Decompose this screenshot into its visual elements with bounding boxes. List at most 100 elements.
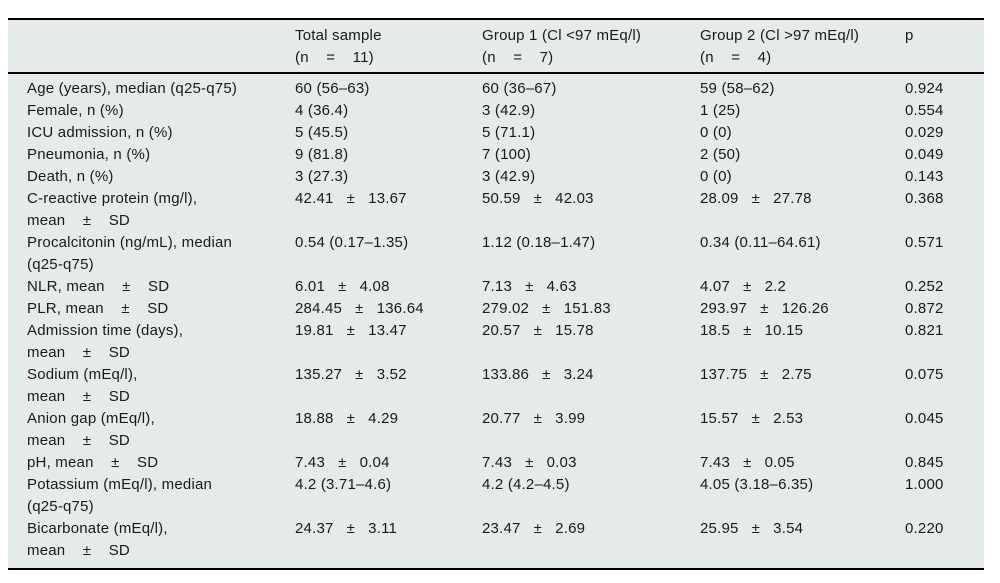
table-row: NLR, mean ± SD 6.01 ± 4.08 7.13 ± 4.63 4… — [8, 276, 984, 298]
row-label-cell: Age (years), median (q25-q75) — [27, 80, 238, 97]
p-value-cell: 0.049 — [905, 146, 944, 163]
total-sample-cell: 4 (36.4) — [295, 102, 349, 119]
p-value-cell: 0.045 — [905, 410, 944, 427]
table-row: PLR, mean ± SD 284.45 ± 136.64 279.02 ± … — [8, 298, 984, 320]
p-value-cell: 0.075 — [905, 366, 944, 383]
group2-cell: 4.07 ± 2.2 — [700, 278, 787, 295]
row-label-cell: Potassium (mEq/l), median (q25-q75) — [27, 476, 213, 515]
total-sample-cell: 7.43 ± 0.04 — [295, 454, 390, 471]
row-label-cell: ICU admission, n (%) — [27, 124, 173, 141]
row-label-cell: Pneumonia, n (%) — [27, 146, 151, 163]
row-label-cell: NLR, mean ± SD — [27, 278, 170, 295]
table-row: Age (years), median (q25-q75) 60 (56–63)… — [8, 73, 984, 100]
table-row: Female, n (%) 4 (36.4) 3 (42.9) 1 (25) 0… — [8, 100, 984, 122]
table-row: ICU admission, n (%) 5 (45.5) 5 (71.1) 0… — [8, 122, 984, 144]
p-value-cell: 0.368 — [905, 190, 944, 207]
table-row: Admission time (days), mean ± SD 19.81 ±… — [8, 320, 984, 364]
group1-cell: 5 (71.1) — [482, 124, 536, 141]
row-label-cell: Death, n (%) — [27, 168, 114, 185]
total-sample-cell: 3 (27.3) — [295, 168, 349, 185]
row-label-cell: pH, mean ± SD — [27, 454, 159, 471]
table-row: Procalcitonin (ng/mL), median (q25-q75) … — [8, 232, 984, 276]
row-label-cell: Sodium (mEq/l), mean ± SD — [27, 366, 138, 405]
table-row: Death, n (%) 3 (27.3) 3 (42.9) 0 (0) 0.1… — [8, 166, 984, 188]
row-label-cell: Female, n (%) — [27, 102, 124, 119]
total-sample-cell: 6.01 ± 4.08 — [295, 278, 390, 295]
header-p-value: p — [905, 19, 984, 74]
p-value-cell: 0.220 — [905, 520, 944, 537]
group1-cell: 4.2 (4.2–4.5) — [482, 476, 570, 493]
group1-cell: 20.77 ± 3.99 — [482, 410, 586, 427]
p-value-cell: 0.252 — [905, 278, 944, 295]
total-sample-cell: 0.54 (0.17–1.35) — [295, 234, 409, 251]
p-value-cell: 0.143 — [905, 168, 944, 185]
table-row: Anion gap (mEq/l), mean ± SD 18.88 ± 4.2… — [8, 408, 984, 452]
group2-cell: 4.05 (3.18–6.35) — [700, 476, 814, 493]
row-label-cell: Procalcitonin (ng/mL), median (q25-q75) — [27, 234, 233, 273]
group2-cell: 0 (0) — [700, 124, 732, 141]
p-value-cell: 1.000 — [905, 476, 944, 493]
group1-cell: 3 (42.9) — [482, 168, 536, 185]
group2-cell: 137.75 ± 2.75 — [700, 366, 812, 383]
group1-cell: 3 (42.9) — [482, 102, 536, 119]
total-sample-cell: 9 (81.8) — [295, 146, 349, 163]
group2-cell: 293.97 ± 126.26 — [700, 300, 829, 317]
table-row: Potassium (mEq/l), median (q25-q75) 4.2 … — [8, 474, 984, 518]
group1-cell: 7.43 ± 0.03 — [482, 454, 577, 471]
group1-cell: 50.59 ± 42.03 — [482, 190, 594, 207]
group2-cell: 28.09 ± 27.78 — [700, 190, 812, 207]
group1-cell: 20.57 ± 15.78 — [482, 322, 594, 339]
table-row: Pneumonia, n (%) 9 (81.8) 7 (100) 2 (50)… — [8, 144, 984, 166]
p-value-cell: 0.554 — [905, 102, 944, 119]
group1-cell: 1.12 (0.18–1.47) — [482, 234, 596, 251]
p-value-cell: 0.571 — [905, 234, 944, 251]
table-row: pH, mean ± SD 7.43 ± 0.04 7.43 ± 0.03 7.… — [8, 452, 984, 474]
clinical-characteristics-table: Total sample (n = 11) Group 1 (Cl <97 mE… — [8, 18, 984, 570]
total-sample-cell: 24.37 ± 3.11 — [295, 520, 398, 537]
p-value-cell: 0.821 — [905, 322, 944, 339]
group1-cell: 133.86 ± 3.24 — [482, 366, 594, 383]
group2-cell: 0 (0) — [700, 168, 732, 185]
group1-cell: 23.47 ± 2.69 — [482, 520, 586, 537]
group1-cell: 7 (100) — [482, 146, 531, 163]
total-sample-cell: 42.41 ± 13.67 — [295, 190, 407, 207]
total-sample-cell: 19.81 ± 13.47 — [295, 322, 407, 339]
table-row: C-reactive protein (mg/l), mean ± SD 42.… — [8, 188, 984, 232]
total-sample-cell: 284.45 ± 136.64 — [295, 300, 424, 317]
p-value-cell: 0.845 — [905, 454, 944, 471]
group1-cell: 279.02 ± 151.83 — [482, 300, 611, 317]
row-label-cell: Anion gap (mEq/l), mean ± SD — [27, 410, 155, 449]
group2-cell: 25.95 ± 3.54 — [700, 520, 804, 537]
row-label-cell: PLR, mean ± SD — [27, 300, 169, 317]
total-sample-cell: 4.2 (3.71–4.6) — [295, 476, 392, 493]
group2-cell: 1 (25) — [700, 102, 741, 119]
row-label-cell: Admission time (days), mean ± SD — [27, 322, 184, 361]
header-group1: Group 1 (Cl <97 mEq/l) (n = 7) — [482, 19, 700, 74]
group2-cell: 0.34 (0.11–64.61) — [700, 234, 821, 251]
total-sample-cell: 135.27 ± 3.52 — [295, 366, 407, 383]
total-sample-cell: 5 (45.5) — [295, 124, 349, 141]
p-value-cell: 0.872 — [905, 300, 944, 317]
header-empty-cell — [8, 19, 295, 74]
total-sample-cell: 18.88 ± 4.29 — [295, 410, 399, 427]
table-row: Bicarbonate (mEq/l), mean ± SD 24.37 ± 3… — [8, 518, 984, 569]
header-total-sample: Total sample (n = 11) — [295, 19, 482, 74]
group1-cell: 7.13 ± 4.63 — [482, 278, 577, 295]
group2-cell: 15.57 ± 2.53 — [700, 410, 804, 427]
p-value-cell: 0.924 — [905, 80, 944, 97]
group2-cell: 59 (58–62) — [700, 80, 775, 97]
total-sample-cell: 60 (56–63) — [295, 80, 370, 97]
row-label-cell: C-reactive protein (mg/l), mean ± SD — [27, 190, 198, 229]
group2-cell: 18.5 ± 10.15 — [700, 322, 804, 339]
group2-cell: 2 (50) — [700, 146, 741, 163]
header-row: Total sample (n = 11) Group 1 (Cl <97 mE… — [8, 19, 984, 74]
table-row: Sodium (mEq/l), mean ± SD 135.27 ± 3.52 … — [8, 364, 984, 408]
table-body: Age (years), median (q25-q75) 60 (56–63)… — [8, 73, 984, 569]
group1-cell: 60 (36–67) — [482, 80, 557, 97]
group2-cell: 7.43 ± 0.05 — [700, 454, 795, 471]
header-group2: Group 2 (Cl >97 mEq/l) (n = 4) — [700, 19, 905, 74]
p-value-cell: 0.029 — [905, 124, 944, 141]
table-header: Total sample (n = 11) Group 1 (Cl <97 mE… — [8, 19, 984, 74]
row-label-cell: Bicarbonate (mEq/l), mean ± SD — [27, 520, 168, 559]
